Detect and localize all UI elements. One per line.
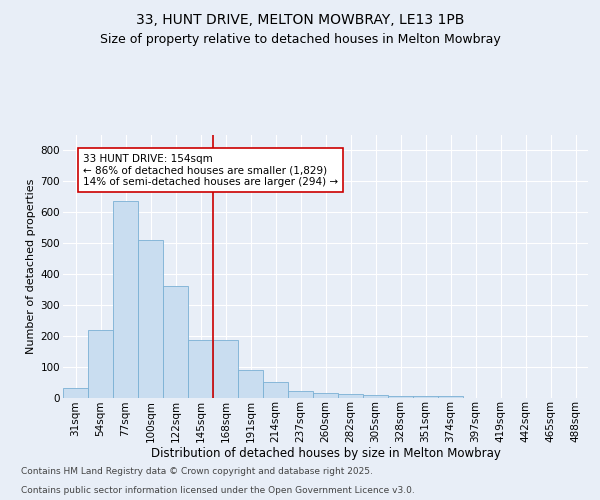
Bar bbox=[413, 396, 438, 398]
Bar bbox=[288, 392, 313, 398]
Bar bbox=[138, 240, 163, 398]
Text: 33, HUNT DRIVE, MELTON MOWBRAY, LE13 1PB: 33, HUNT DRIVE, MELTON MOWBRAY, LE13 1PB bbox=[136, 12, 464, 26]
Bar bbox=[88, 330, 113, 398]
Bar bbox=[238, 370, 263, 398]
Bar bbox=[263, 382, 288, 398]
Bar bbox=[313, 393, 338, 398]
Bar bbox=[63, 388, 88, 398]
Bar bbox=[113, 202, 138, 398]
Bar bbox=[363, 396, 388, 398]
Text: Contains public sector information licensed under the Open Government Licence v3: Contains public sector information licen… bbox=[21, 486, 415, 495]
X-axis label: Distribution of detached houses by size in Melton Mowbray: Distribution of detached houses by size … bbox=[151, 446, 500, 460]
Text: 33 HUNT DRIVE: 154sqm
← 86% of detached houses are smaller (1,829)
14% of semi-d: 33 HUNT DRIVE: 154sqm ← 86% of detached … bbox=[83, 154, 338, 186]
Text: Contains HM Land Registry data © Crown copyright and database right 2025.: Contains HM Land Registry data © Crown c… bbox=[21, 467, 373, 476]
Bar bbox=[338, 394, 363, 398]
Bar bbox=[188, 340, 213, 398]
Text: Size of property relative to detached houses in Melton Mowbray: Size of property relative to detached ho… bbox=[100, 32, 500, 46]
Y-axis label: Number of detached properties: Number of detached properties bbox=[26, 178, 37, 354]
Bar bbox=[388, 396, 413, 398]
Bar bbox=[163, 286, 188, 398]
Bar bbox=[438, 396, 463, 398]
Bar bbox=[213, 340, 238, 398]
